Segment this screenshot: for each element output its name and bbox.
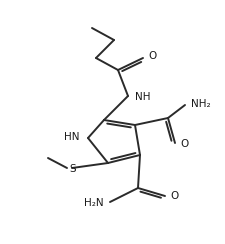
Text: O: O [179, 139, 187, 149]
Text: O: O [147, 51, 155, 61]
Text: NH₂: NH₂ [190, 99, 210, 109]
Text: H₂N: H₂N [84, 198, 104, 208]
Text: S: S [69, 164, 76, 174]
Text: NH: NH [134, 92, 150, 102]
Text: HN: HN [64, 132, 80, 142]
Text: O: O [169, 191, 178, 201]
